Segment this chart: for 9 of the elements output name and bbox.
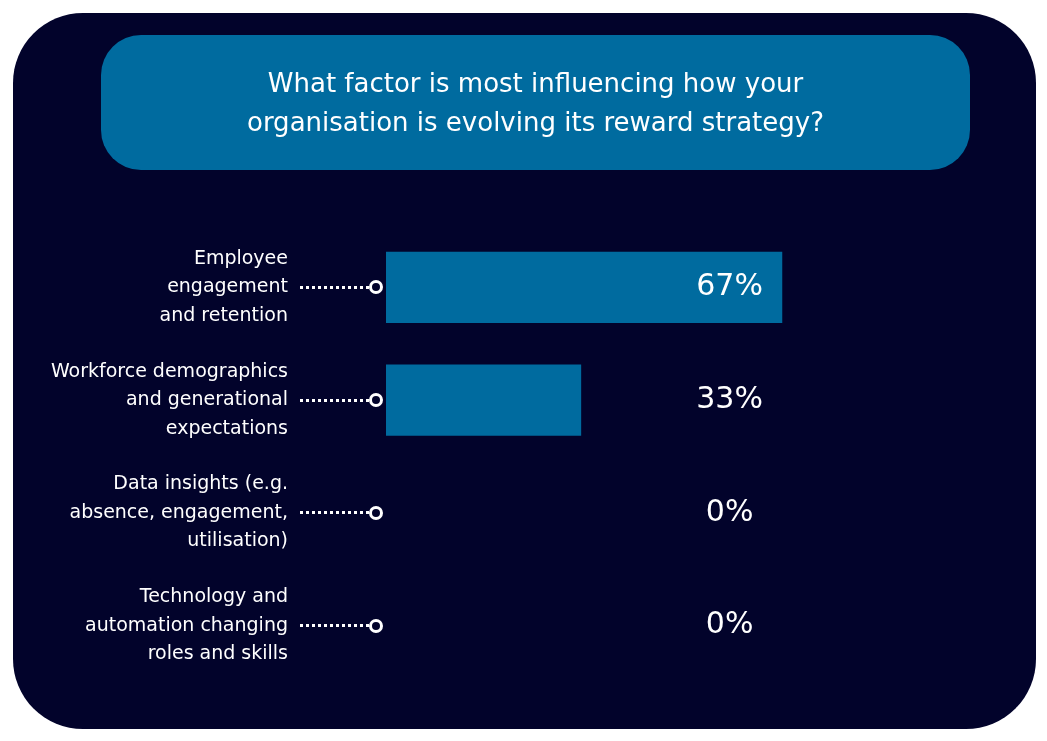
data-label: 0%: [705, 492, 754, 528]
y-tick-label: Workforce demographics and generational expectations: [50, 358, 288, 438]
data-label: 33%: [696, 379, 763, 415]
data-label: 67%: [696, 267, 763, 303]
y-tick-label: Employee engagement and retention: [159, 245, 288, 325]
chart-title: What factor is most influencing how your organisation is evolving its reward strategy?: [246, 66, 825, 139]
y-tick-label: Technology and automation changing roles and skills: [85, 584, 288, 664]
data-label: 0%: [705, 605, 754, 641]
y-tick-label: Data insights (e.g. absence, engagement, utilisation): [69, 471, 288, 551]
